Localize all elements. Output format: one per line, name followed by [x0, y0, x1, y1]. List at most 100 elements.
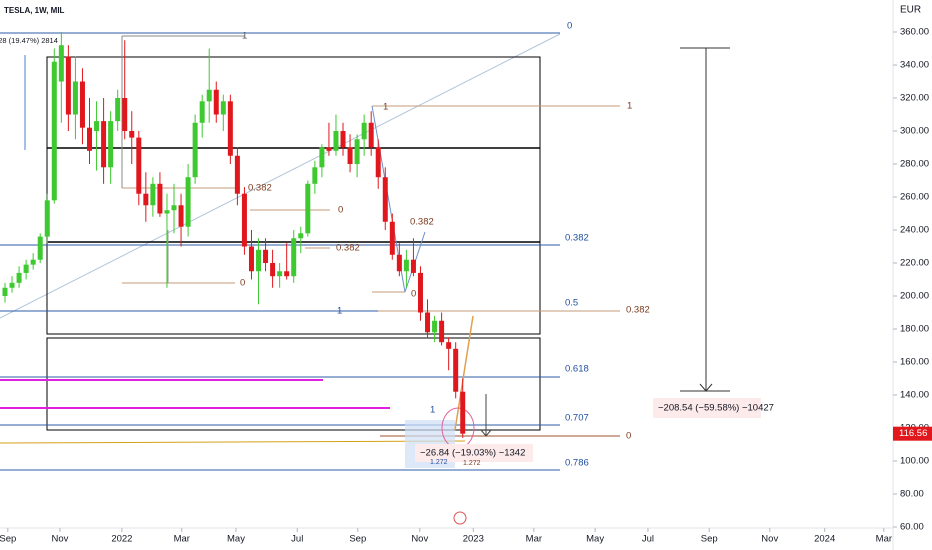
fib-level-label: 1.272	[430, 459, 448, 466]
x-tick-label: Sep	[0, 534, 16, 545]
y-tick-label: 260.00	[900, 192, 929, 203]
y-tick-label: 320.00	[900, 93, 929, 104]
candle-body	[291, 238, 297, 277]
fib-level-label: 1	[627, 101, 632, 112]
x-tick-label: Sep	[349, 534, 366, 545]
candle-body	[143, 193, 149, 206]
candle-body	[305, 183, 311, 234]
measure-label: −26.84 (−19.03%) −1342	[420, 448, 525, 459]
candle-body	[340, 131, 346, 148]
x-tick-label: 2023	[463, 534, 484, 545]
y-tick-label: 360.00	[900, 27, 929, 38]
candle-body	[270, 263, 276, 277]
axis-unit: EUR	[900, 5, 921, 16]
fib-level-label: 1	[383, 102, 388, 113]
fib-level-label: 1	[242, 31, 247, 42]
fib-level-label: 0.618	[565, 364, 589, 375]
last-price-tag	[893, 426, 932, 441]
x-tick-label: 2022	[111, 534, 132, 545]
candle-body	[248, 246, 254, 272]
fib-level-label: 0.786	[565, 458, 589, 469]
x-tick-label: Sep	[701, 534, 718, 545]
fib-level-label: 0.382	[410, 217, 434, 228]
candle-body	[150, 183, 156, 206]
candle-body	[382, 177, 388, 222]
candle-body	[44, 200, 50, 237]
fib-level-label: 0.382	[626, 305, 650, 316]
candle-body	[432, 320, 438, 333]
fib-level-label: 0	[338, 205, 343, 216]
symbol-title: TESLA, 1W, MIL	[4, 6, 65, 15]
x-tick-label: Nov	[761, 534, 778, 545]
fib-level-label: 0	[626, 431, 631, 442]
candle-body	[185, 177, 191, 227]
candle-body	[65, 56, 71, 115]
candle-body	[425, 312, 431, 333]
x-tick-label: Mar	[174, 534, 190, 545]
candle-body	[453, 348, 459, 392]
candle-body	[326, 147, 332, 151]
x-tick-label: Jul	[642, 534, 654, 545]
candle-body	[375, 147, 381, 178]
candle-body	[192, 122, 198, 178]
candle-body	[136, 137, 142, 194]
fib-level-label: 0.382	[565, 233, 589, 244]
fib-level-label: 1	[337, 306, 342, 317]
candle-body	[284, 271, 290, 277]
x-tick-label: Mar	[526, 534, 542, 545]
candle-body	[396, 254, 402, 272]
y-tick-label: 60.00	[900, 522, 924, 533]
y-tick-label: 280.00	[900, 159, 929, 170]
x-tick-label: Jul	[291, 534, 303, 545]
y-tick-label: 240.00	[900, 225, 929, 236]
last-price-label: 116.56	[899, 428, 927, 439]
candle-body	[227, 101, 233, 156]
candle-body	[354, 139, 360, 165]
candle-body	[178, 205, 184, 227]
fib-level-label: 0.382	[248, 183, 272, 194]
measure-label: −208.54 (−59.58%) −10427	[658, 403, 774, 414]
fib-level-label: 1	[430, 405, 435, 416]
candle-body	[129, 131, 135, 138]
y-tick-label: 340.00	[900, 60, 929, 71]
fib-level-label: 0.5	[565, 298, 578, 309]
candle-body	[171, 205, 177, 211]
candle-body	[460, 391, 466, 434]
fib-level-label: 1.272	[463, 460, 481, 467]
candles	[2, 32, 466, 438]
candle-body	[115, 98, 121, 122]
candle-body	[87, 127, 93, 151]
candle-body	[16, 272, 22, 283]
candle-body	[417, 272, 423, 313]
x-tick-label: Mar	[876, 534, 892, 545]
x-tick-label: May	[227, 534, 245, 545]
y-tick-label: 160.00	[900, 357, 929, 368]
y-tick-label: 180.00	[900, 324, 929, 335]
candle-body	[446, 342, 452, 349]
candle-body	[410, 259, 416, 273]
candle-body	[220, 101, 226, 115]
x-tick-label: 2024	[814, 534, 835, 545]
x-tick-label: Nov	[51, 534, 68, 545]
fib-level-label: 0.382	[336, 243, 360, 254]
candle-body	[37, 236, 43, 260]
candle-body	[277, 271, 283, 277]
candle-body	[298, 233, 304, 239]
drawings	[0, 32, 761, 525]
candle-body	[157, 183, 163, 214]
candle-body	[241, 193, 247, 247]
y-tick-label: 80.00	[900, 489, 924, 500]
candle-body	[347, 147, 353, 165]
candle-body	[94, 121, 100, 132]
candle-body	[108, 121, 114, 168]
x-tick-label: May	[586, 534, 604, 545]
fib-level-label: 0	[240, 278, 245, 289]
candle-body	[403, 259, 409, 272]
candle-body	[368, 122, 374, 148]
candle-body	[23, 264, 29, 273]
candle-body	[199, 101, 205, 123]
y-tick-label: 100.00	[900, 456, 929, 467]
candle-body	[312, 167, 318, 184]
y-tick-label: 220.00	[900, 258, 929, 269]
candle-body	[2, 287, 8, 297]
